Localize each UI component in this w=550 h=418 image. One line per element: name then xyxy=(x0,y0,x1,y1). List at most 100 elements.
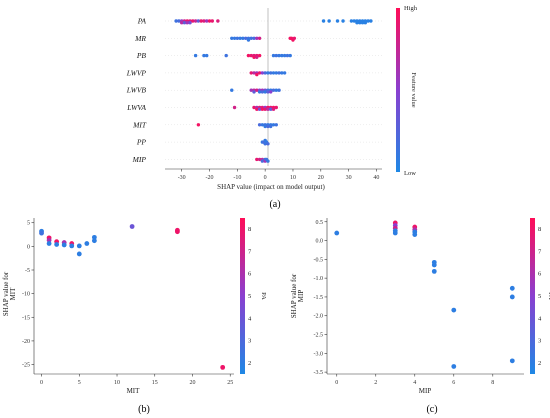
x-axis-label: SHAP value (impact on model output) xyxy=(217,183,325,191)
shap-point xyxy=(255,157,259,162)
shap-point xyxy=(263,124,267,129)
shap-point xyxy=(274,123,278,127)
scatter-point xyxy=(431,268,437,274)
shap-point xyxy=(230,88,234,92)
colorbar-tick-label: 7 xyxy=(538,248,542,255)
shap-point xyxy=(263,71,267,75)
x-axis-label: MIP xyxy=(419,387,432,395)
shap-point xyxy=(177,19,181,23)
colorbar xyxy=(396,8,400,172)
x-tick-label: 20 xyxy=(318,175,324,181)
scatter-point xyxy=(61,242,67,248)
shap-point xyxy=(241,36,245,40)
feature-label: PP xyxy=(136,138,147,147)
x-tick-label: -10 xyxy=(233,175,241,181)
shap-point xyxy=(216,19,220,23)
y-axis-label-line2: MIT xyxy=(9,287,17,301)
shap-point xyxy=(252,55,256,59)
shap-point xyxy=(252,90,256,94)
y-tick-label: 5 xyxy=(27,221,30,227)
colorbar-label: PA xyxy=(547,292,550,300)
summary-plot: -30 -20 -10 0 10 20 30 40 PA MR PB LWVP LWVB LWVA MIT… xyxy=(126,5,418,191)
x-tick-label: -20 xyxy=(206,175,214,181)
shap-point xyxy=(260,159,265,163)
y-tick-label: -2.0 xyxy=(314,314,324,320)
shap-point xyxy=(249,53,253,58)
colorbar-tick-label: 8 xyxy=(248,226,251,233)
y-tick-label: -20 xyxy=(22,339,30,345)
x-tick-label: 10 xyxy=(290,175,296,181)
panel-label-a: (a) xyxy=(269,199,280,210)
feature-label: LWVP xyxy=(126,68,147,77)
scatter-point xyxy=(431,262,437,268)
x-ticks: -30 -20 -10 0 10 20 30 40 xyxy=(178,169,379,181)
shap-point xyxy=(235,36,240,40)
shap-point xyxy=(327,19,331,23)
shap-point xyxy=(207,19,212,23)
shap-point xyxy=(210,19,214,23)
shap-point xyxy=(255,72,259,77)
shap-point xyxy=(271,53,276,58)
shap-point xyxy=(260,123,265,127)
colorbar-tick-label: 4 xyxy=(248,315,252,322)
shap-point xyxy=(232,36,237,40)
shap-point xyxy=(341,19,345,23)
shap-point xyxy=(257,36,262,40)
scatter-points xyxy=(39,224,226,370)
x-tick-label: 30 xyxy=(346,175,352,181)
shap-point xyxy=(280,53,284,58)
shap-point xyxy=(288,53,292,58)
y-tick-label: -25 xyxy=(22,363,30,369)
y-axis-label-line2: MIP xyxy=(297,290,305,303)
shap-point xyxy=(188,21,192,25)
shap-point xyxy=(252,36,256,40)
x-tick-label: 6 xyxy=(452,380,455,386)
y-tick-label: 0.0 xyxy=(316,239,324,245)
shap-point xyxy=(202,53,206,58)
shap-point xyxy=(196,123,201,127)
shap-point xyxy=(321,19,326,23)
shap-point xyxy=(360,21,365,25)
scatter-points xyxy=(334,220,515,369)
shap-point xyxy=(238,36,242,40)
shap-point xyxy=(263,90,267,94)
axis-ticks: 0 2 4 6 8 0.5 0.0 -0.5 -1.0 -1.5 -2.0 -2.5 -3.0 -3.5 xyxy=(314,220,495,386)
colorbar-tick-label: 5 xyxy=(248,293,251,300)
shap-point xyxy=(282,71,287,75)
feature-label: LWVB xyxy=(126,86,147,95)
scatter-point xyxy=(76,243,82,249)
shap-point xyxy=(266,71,270,75)
scatter-point xyxy=(392,230,398,236)
feature-label: PB xyxy=(136,51,147,60)
shap-point xyxy=(271,88,276,92)
shap-point xyxy=(271,107,276,111)
shap-point xyxy=(269,107,273,111)
scatter-point xyxy=(46,241,52,246)
shap-point xyxy=(271,71,276,75)
colorbar-ticks: 8 7 6 5 4 3 2 xyxy=(538,226,542,367)
shap-point xyxy=(271,123,276,127)
scatter-point xyxy=(129,224,135,229)
colorbar-tick-label: 8 xyxy=(538,226,541,233)
y-tick-label: -0.5 xyxy=(314,257,324,263)
scatter-point xyxy=(69,243,75,249)
shap-point xyxy=(335,19,340,23)
shap-point xyxy=(255,107,259,111)
y-tick-label: -2.5 xyxy=(314,333,324,339)
shap-point xyxy=(174,19,178,23)
y-axis-label-line1: SHAP value for xyxy=(290,273,298,318)
colorbar-tick-label: 6 xyxy=(538,271,542,278)
x-tick-label: 8 xyxy=(491,380,494,386)
shap-point xyxy=(243,36,248,40)
shap-point xyxy=(255,88,259,92)
colorbar-tick-label: 4 xyxy=(538,315,542,322)
y-tick-label: -1.5 xyxy=(314,295,324,301)
shap-point xyxy=(249,88,253,92)
y-tick-label: -1.0 xyxy=(314,276,324,282)
shap-point xyxy=(257,90,262,94)
colorbar xyxy=(240,218,245,374)
feature-label: MR xyxy=(134,34,146,43)
colorbar-tick-label: 2 xyxy=(538,360,541,367)
x-tick-label: 0 xyxy=(264,175,267,181)
